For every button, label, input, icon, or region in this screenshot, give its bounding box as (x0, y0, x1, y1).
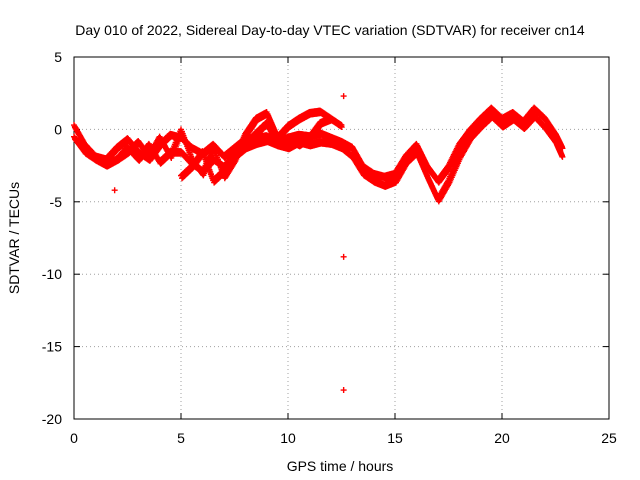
x-tick-label: 0 (70, 430, 78, 446)
chart-title: Day 010 of 2022, Sidereal Day-to-day VTE… (75, 22, 585, 38)
y-tick-label: -10 (42, 266, 62, 282)
plot-frame (73, 56, 610, 420)
x-tick-label: 5 (177, 430, 185, 446)
x-tick-label: 10 (280, 430, 296, 446)
data-point (327, 114, 334, 121)
data-point (340, 143, 347, 150)
y-tick-labels: 5 0 -5 -10 -15 -20 (42, 49, 62, 427)
y-tick-label: 0 (54, 121, 62, 137)
x-tick-label: 25 (601, 430, 617, 446)
data-point (340, 93, 347, 100)
axis-ticks (73, 56, 610, 420)
data-point (340, 253, 347, 260)
x-tick-label: 15 (387, 430, 403, 446)
data-point (340, 387, 347, 394)
series-outliers (111, 93, 347, 394)
y-axis-label: SDTVAR / TECUs (6, 182, 22, 294)
y-tick-label: 5 (54, 49, 62, 65)
data-point (111, 187, 118, 194)
y-tick-label: -20 (42, 411, 62, 427)
data-points (71, 93, 566, 394)
series-track-d (178, 114, 335, 186)
data-point (558, 152, 565, 159)
x-axis-label: GPS time / hours (287, 458, 394, 474)
y-tick-label: -15 (42, 339, 62, 355)
x-tick-label: 20 (494, 430, 510, 446)
series-track-c (113, 107, 345, 182)
x-tick-labels: 0 5 10 15 20 25 (70, 430, 617, 446)
data-point (338, 122, 345, 129)
y-tick-label: -5 (50, 194, 63, 210)
